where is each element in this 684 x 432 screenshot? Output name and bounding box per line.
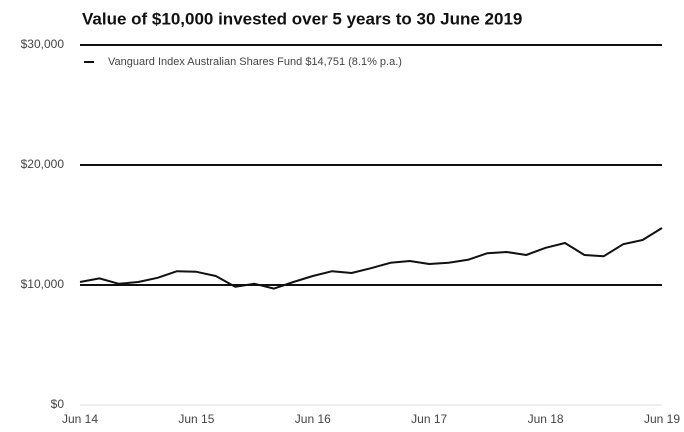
x-tick-label: Jun 17: [411, 412, 447, 426]
y-tick-label: $20,000: [21, 157, 65, 171]
x-tick-label: Jun 15: [178, 412, 214, 426]
legend-label: Vanguard Index Australian Shares Fund $1…: [108, 56, 402, 68]
chart-title: Value of $10,000 invested over 5 years t…: [82, 9, 522, 28]
y-tick-label: $30,000: [21, 37, 65, 51]
series-line: [79, 227, 663, 290]
y-tick-label: $0: [51, 397, 65, 411]
y-tick-label: $10,000: [21, 277, 65, 291]
x-tick-label: Jun 19: [644, 412, 680, 426]
x-tick-label: Jun 18: [528, 412, 564, 426]
x-tick-label: Jun 16: [295, 412, 331, 426]
x-tick-label: Jun 14: [62, 412, 98, 426]
